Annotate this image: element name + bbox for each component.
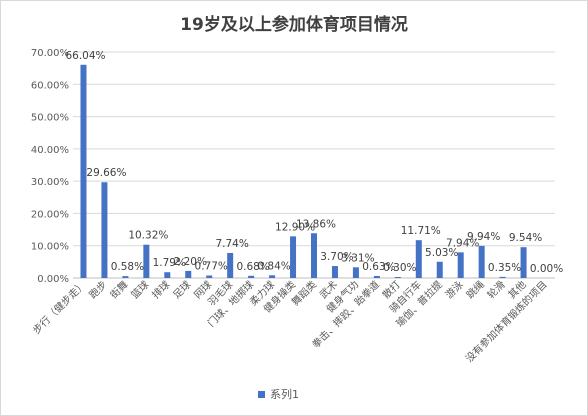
bar (373, 275, 380, 278)
data-label: 0.58% (111, 261, 144, 273)
data-label: 0.63% (362, 261, 395, 273)
y-tick-label: 10.00% (31, 242, 69, 253)
bar (269, 275, 276, 278)
bar (499, 276, 506, 278)
y-tick-label: 50.00% (31, 113, 69, 124)
y-tick-label: 60.00% (31, 80, 69, 91)
data-label: 0.68% (236, 261, 269, 273)
legend: 系列1 (258, 386, 299, 402)
data-label: 10.32% (128, 230, 168, 242)
y-tick-label: 40.00% (31, 145, 69, 156)
data-label: 7.74% (215, 238, 248, 250)
data-label: 1.79% (153, 257, 186, 269)
bar (101, 182, 108, 278)
chart-title: 19岁及以上参加体育项目情况 (180, 15, 408, 35)
bar (80, 64, 87, 278)
bar (164, 272, 171, 278)
data-label: 7.94% (446, 237, 479, 249)
y-tick-label: 0.00% (37, 274, 69, 285)
y-tick-label: 70.00% (31, 48, 69, 59)
data-label: 66.04% (65, 50, 105, 62)
x-tick-label: 跑步 (86, 278, 109, 301)
data-label: 2.20% (174, 256, 207, 268)
bar (290, 236, 297, 278)
bar (143, 244, 150, 278)
bar (206, 275, 213, 278)
data-label: 3.31% (341, 252, 374, 264)
x-tick-label: 游泳 (442, 278, 465, 301)
data-label: 11.71% (401, 225, 441, 237)
x-tick-label: 足球 (170, 278, 193, 301)
bar (311, 233, 317, 278)
data-label: 9.54% (509, 232, 542, 244)
bar (478, 245, 485, 278)
x-tick-label: 轮滑 (484, 278, 507, 301)
bar (520, 247, 527, 278)
bar (436, 261, 443, 278)
data-label: 0.30% (383, 262, 416, 274)
data-label: 5.03% (425, 247, 458, 259)
data-label: 0.84% (257, 260, 290, 272)
bar (122, 276, 129, 278)
data-label: 0.77% (195, 261, 228, 273)
y-tick-label: 20.00% (31, 209, 69, 220)
y-tick-label: 30.00% (31, 177, 69, 188)
bar (185, 270, 192, 278)
bar (394, 277, 401, 278)
x-tick-label: 排球 (149, 278, 172, 301)
data-label: 0.35% (488, 262, 521, 274)
x-tick-label: 街舞 (107, 278, 130, 301)
bar (331, 266, 338, 278)
data-label: 13.86% (296, 218, 336, 230)
bar (457, 252, 464, 278)
bar (248, 275, 255, 278)
legend-swatch (258, 390, 265, 398)
x-tick-label: 篮球 (128, 278, 151, 301)
bar (352, 267, 359, 278)
bar (415, 240, 422, 278)
legend-label: 系列1 (270, 388, 299, 401)
x-tick-label: 步行（健步走） (30, 278, 89, 337)
data-label: 12.90% (275, 221, 315, 233)
x-tick-label: 跳绳 (463, 278, 486, 301)
data-label: 0.00% (530, 263, 563, 275)
data-label: 29.66% (86, 167, 126, 179)
data-label: 9.94% (467, 231, 500, 243)
data-label: 3.70% (320, 251, 353, 263)
bar (227, 253, 234, 278)
